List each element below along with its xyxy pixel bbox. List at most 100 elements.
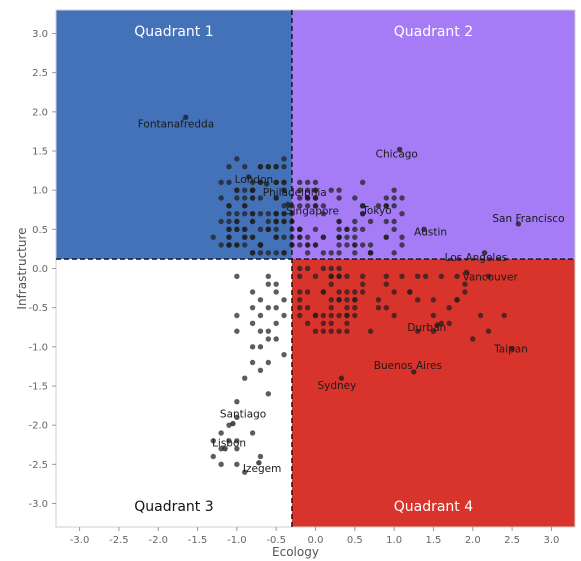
data-point	[391, 195, 397, 201]
y-tick-label: 1.0	[32, 186, 48, 197]
data-point	[430, 328, 437, 334]
city-label: Durban	[407, 322, 446, 334]
data-point	[257, 195, 264, 201]
data-point	[367, 250, 374, 256]
data-point	[297, 203, 303, 209]
city-label: Sydney	[317, 380, 356, 392]
data-point	[320, 265, 327, 272]
data-point	[352, 289, 358, 295]
data-point	[297, 312, 303, 319]
data-point	[367, 218, 374, 225]
data-point	[265, 391, 272, 397]
y-tick-label: -3.0	[28, 499, 48, 510]
data-point	[336, 226, 342, 233]
data-point	[257, 179, 264, 186]
data-point	[265, 304, 272, 311]
city-point	[256, 460, 262, 466]
data-point	[438, 273, 445, 280]
x-tick-label: -2.5	[109, 535, 129, 546]
data-point	[281, 187, 287, 193]
data-point	[344, 320, 350, 327]
data-point	[297, 304, 303, 311]
data-point	[249, 234, 256, 240]
data-point	[391, 226, 397, 233]
data-point	[336, 289, 342, 295]
data-point	[501, 312, 507, 319]
quadrant-2-label: Quadrant 2	[394, 24, 473, 40]
data-point	[336, 273, 342, 280]
quadrant-3-region	[56, 259, 292, 527]
data-point	[328, 312, 334, 319]
city-label: San Francisco	[492, 213, 564, 225]
city-point	[285, 201, 291, 207]
data-point	[462, 289, 468, 295]
data-point	[399, 195, 405, 201]
data-point	[336, 187, 342, 193]
data-points	[210, 156, 507, 475]
x-tick-label: 0.5	[347, 535, 363, 546]
data-point	[242, 187, 248, 193]
city-point	[515, 221, 522, 227]
data-point	[234, 398, 240, 405]
data-point	[234, 312, 240, 319]
data-point	[415, 328, 421, 334]
data-point	[328, 281, 334, 287]
data-point	[249, 179, 256, 186]
data-point	[454, 273, 460, 280]
data-point	[383, 218, 389, 225]
city-label: Vancouver	[462, 271, 518, 283]
data-point	[218, 430, 224, 436]
data-point	[281, 351, 287, 358]
data-point	[226, 218, 232, 225]
data-point	[312, 226, 319, 233]
data-point	[344, 289, 350, 295]
data-point	[218, 461, 224, 468]
x-tick-label: -1.5	[188, 535, 208, 546]
data-point	[273, 218, 279, 225]
data-point	[281, 218, 287, 225]
data-point	[336, 312, 342, 319]
data-point	[312, 195, 319, 201]
x-axis-title: Ecology	[272, 545, 319, 559]
data-point	[304, 250, 311, 256]
data-point	[281, 234, 287, 240]
data-point	[249, 187, 256, 193]
data-point	[281, 312, 287, 319]
x-tick-label: -0.5	[266, 535, 286, 546]
data-point	[446, 320, 452, 327]
data-point	[265, 226, 272, 233]
data-point	[257, 344, 264, 350]
data-point	[320, 312, 327, 319]
data-point	[257, 226, 264, 233]
data-point	[226, 210, 232, 217]
data-point	[344, 242, 350, 248]
data-point	[336, 265, 342, 272]
data-point	[320, 210, 327, 217]
city-point	[383, 203, 389, 209]
city-label: Lisbon	[212, 438, 246, 450]
x-tick-label: 3.0	[543, 535, 559, 546]
city-label: Los Angeles	[445, 252, 508, 264]
data-point	[336, 328, 342, 334]
data-point	[265, 359, 272, 366]
quadrant-4-region	[291, 259, 575, 527]
city-point	[338, 375, 345, 381]
data-point	[297, 226, 303, 233]
data-point	[304, 234, 311, 240]
data-point	[328, 297, 334, 303]
quadrant-backgrounds	[56, 10, 575, 527]
data-point	[344, 226, 350, 233]
data-point	[218, 195, 224, 201]
data-point	[375, 297, 382, 303]
data-point	[257, 163, 264, 170]
data-point	[234, 226, 240, 233]
data-point	[242, 242, 248, 248]
city-point	[421, 226, 427, 233]
data-point	[336, 218, 342, 225]
x-tick-label: -1.0	[227, 535, 247, 546]
data-point	[336, 297, 342, 303]
data-point	[297, 289, 303, 295]
x-tick-label: 1.5	[426, 535, 442, 546]
data-point	[242, 375, 248, 381]
